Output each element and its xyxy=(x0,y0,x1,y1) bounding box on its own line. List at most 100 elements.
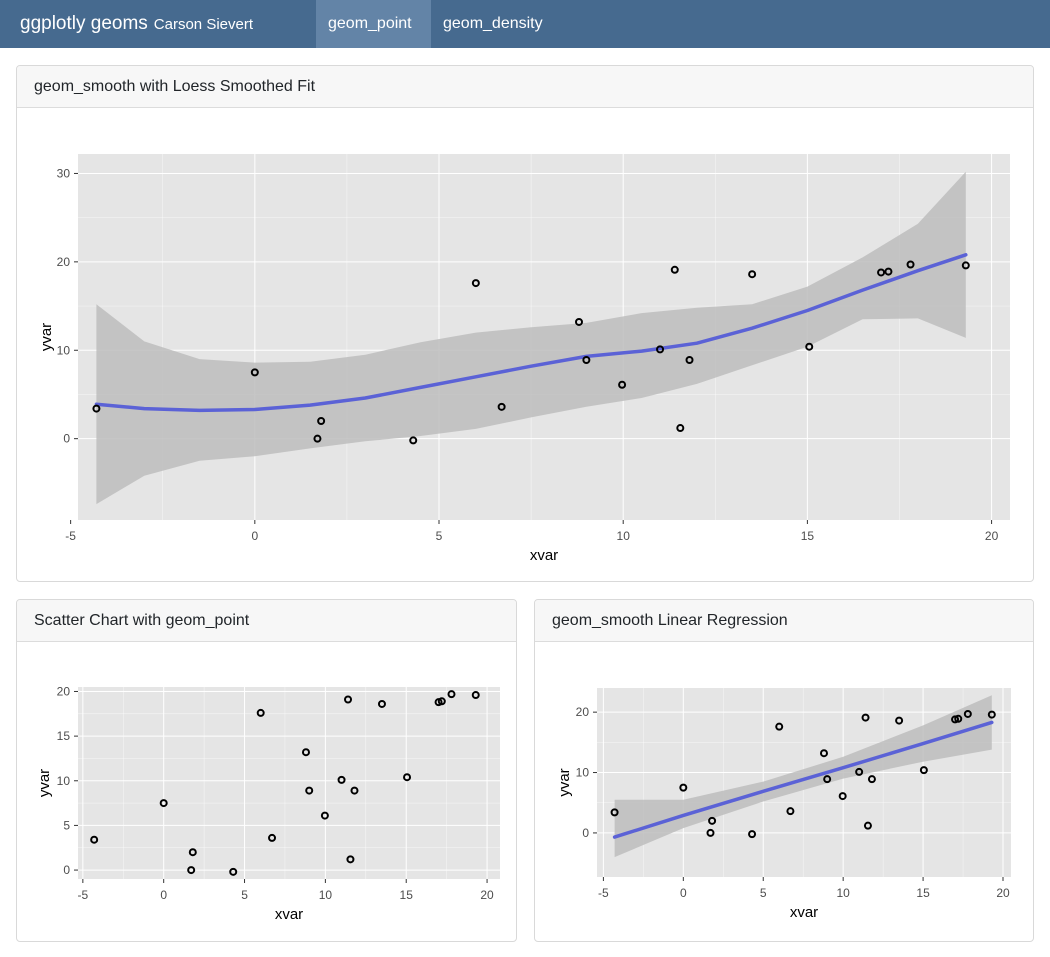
data-point xyxy=(676,424,685,433)
tick-label-x: 10 xyxy=(836,886,850,900)
app-title: ggplotly geoms xyxy=(20,13,148,34)
y-axis-label: yvar xyxy=(36,769,53,797)
loess-plot[interactable]: -5 0 5 10 15 20 0 10 20 30 xvar yvar xyxy=(17,108,1033,581)
data-point xyxy=(187,866,196,875)
data-point xyxy=(954,714,963,723)
card-linear-body: -5 0 5 10 15 20 0 10 20 xvar yvar xyxy=(535,642,1033,941)
tick-label-y: 10 xyxy=(57,343,71,357)
data-point xyxy=(906,260,915,269)
data-point xyxy=(92,404,101,413)
tick-label-y: 5 xyxy=(63,818,70,832)
tab-geom-point[interactable]: geom_point xyxy=(316,0,431,48)
data-point xyxy=(863,821,872,830)
tick-label-x: 5 xyxy=(760,886,767,900)
tick-label-x: 20 xyxy=(480,888,494,902)
confidence-band xyxy=(614,695,992,858)
tick-label-y: 20 xyxy=(57,684,71,698)
tick-label-x: 15 xyxy=(916,886,930,900)
data-point xyxy=(786,807,795,816)
x-axis-label: xvar xyxy=(790,904,818,921)
tab-geom-density[interactable]: geom_density xyxy=(443,15,543,32)
data-point xyxy=(90,835,99,844)
data-point xyxy=(256,708,265,717)
data-point xyxy=(350,786,359,795)
data-point xyxy=(377,699,386,708)
navbar-brand[interactable]: ggplotly geoms Carson Sievert xyxy=(20,0,253,48)
data-point xyxy=(961,261,970,270)
data-point xyxy=(409,436,418,445)
card-loess: geom_smooth with Loess Smoothed Fit -5 0 5… xyxy=(16,65,1034,582)
data-point xyxy=(471,279,480,288)
data-point xyxy=(867,775,876,784)
data-point xyxy=(250,368,259,377)
tick-label-x: 10 xyxy=(319,888,333,902)
data-point xyxy=(229,867,238,876)
data-point xyxy=(963,709,972,718)
tick-label-x: 20 xyxy=(985,529,999,543)
card-linear: geom_smooth Linear Regression -5 0 5 10 15 20… xyxy=(534,599,1034,942)
tick-label-x: 0 xyxy=(251,529,258,543)
data-point xyxy=(344,695,353,704)
data-point xyxy=(855,767,864,776)
tick-label-x: 5 xyxy=(436,529,443,543)
data-point xyxy=(305,786,314,795)
linear-plot[interactable]: -5 0 5 10 15 20 0 10 20 xvar yvar xyxy=(535,642,1033,941)
data-point xyxy=(346,855,355,864)
tick-label-x: 5 xyxy=(241,888,248,902)
y-axis-label: yvar xyxy=(556,768,573,796)
tick-label-x: -5 xyxy=(65,529,76,543)
data-point xyxy=(582,355,591,364)
tick-label-y: 0 xyxy=(582,826,589,840)
data-point xyxy=(838,792,847,801)
data-point xyxy=(708,816,717,825)
data-point xyxy=(301,748,310,757)
card-loess-title: geom_smooth with Loess Smoothed Fit xyxy=(17,66,1033,108)
card-linear-title: geom_smooth Linear Regression xyxy=(535,600,1033,642)
data-point xyxy=(748,270,757,279)
data-point xyxy=(823,775,832,784)
x-axis-label: xvar xyxy=(275,906,303,923)
navbar: ggplotly geoms Carson Sievert geom_point … xyxy=(0,0,1050,48)
data-point xyxy=(317,416,326,425)
tick-label-y: 30 xyxy=(57,166,71,180)
data-point xyxy=(884,267,893,276)
data-point xyxy=(706,828,715,837)
smooth-line xyxy=(612,720,994,839)
tick-label-y: 20 xyxy=(576,705,590,719)
tick-label-x: -5 xyxy=(598,886,609,900)
data-point xyxy=(618,380,627,389)
data-point xyxy=(679,783,688,792)
tick-label-y: 0 xyxy=(63,432,70,446)
plot-panel xyxy=(78,687,500,879)
tick-label-x: 15 xyxy=(400,888,414,902)
card-scatter: Scatter Chart with geom_point -5 0 5 10 15 20… xyxy=(16,599,517,942)
card-loess-body: -5 0 5 10 15 20 0 10 20 30 xvar yvar xyxy=(17,108,1033,581)
tick-label-x: 15 xyxy=(801,529,815,543)
data-point xyxy=(987,710,996,719)
tick-label-x: 10 xyxy=(617,529,631,543)
app-author: Carson Sievert xyxy=(153,16,254,33)
data-point xyxy=(877,268,886,277)
data-point xyxy=(656,345,665,354)
data-point xyxy=(805,342,814,351)
tick-label-y: 10 xyxy=(57,774,71,788)
smooth-line xyxy=(94,253,968,413)
tick-label-x: 20 xyxy=(996,886,1010,900)
tick-label-x: -5 xyxy=(78,888,89,902)
tick-label-y: 20 xyxy=(57,255,71,269)
scatter-plot[interactable]: -5 0 5 10 15 20 0 5 10 15 20 xvar yvar xyxy=(17,642,516,941)
card-scatter-body: -5 0 5 10 15 20 0 5 10 15 20 xvar yvar xyxy=(17,642,516,941)
data-point xyxy=(748,830,757,839)
data-point xyxy=(447,690,456,699)
data-point xyxy=(159,799,168,808)
data-point xyxy=(685,355,694,364)
data-point xyxy=(471,691,480,700)
data-point xyxy=(497,402,506,411)
data-point xyxy=(895,716,904,725)
data-point xyxy=(188,848,197,857)
data-point xyxy=(775,722,784,731)
card-scatter-title: Scatter Chart with geom_point xyxy=(17,600,516,642)
data-point xyxy=(268,833,277,842)
x-axis-label: xvar xyxy=(530,547,558,564)
tick-label-y: 15 xyxy=(57,729,71,743)
